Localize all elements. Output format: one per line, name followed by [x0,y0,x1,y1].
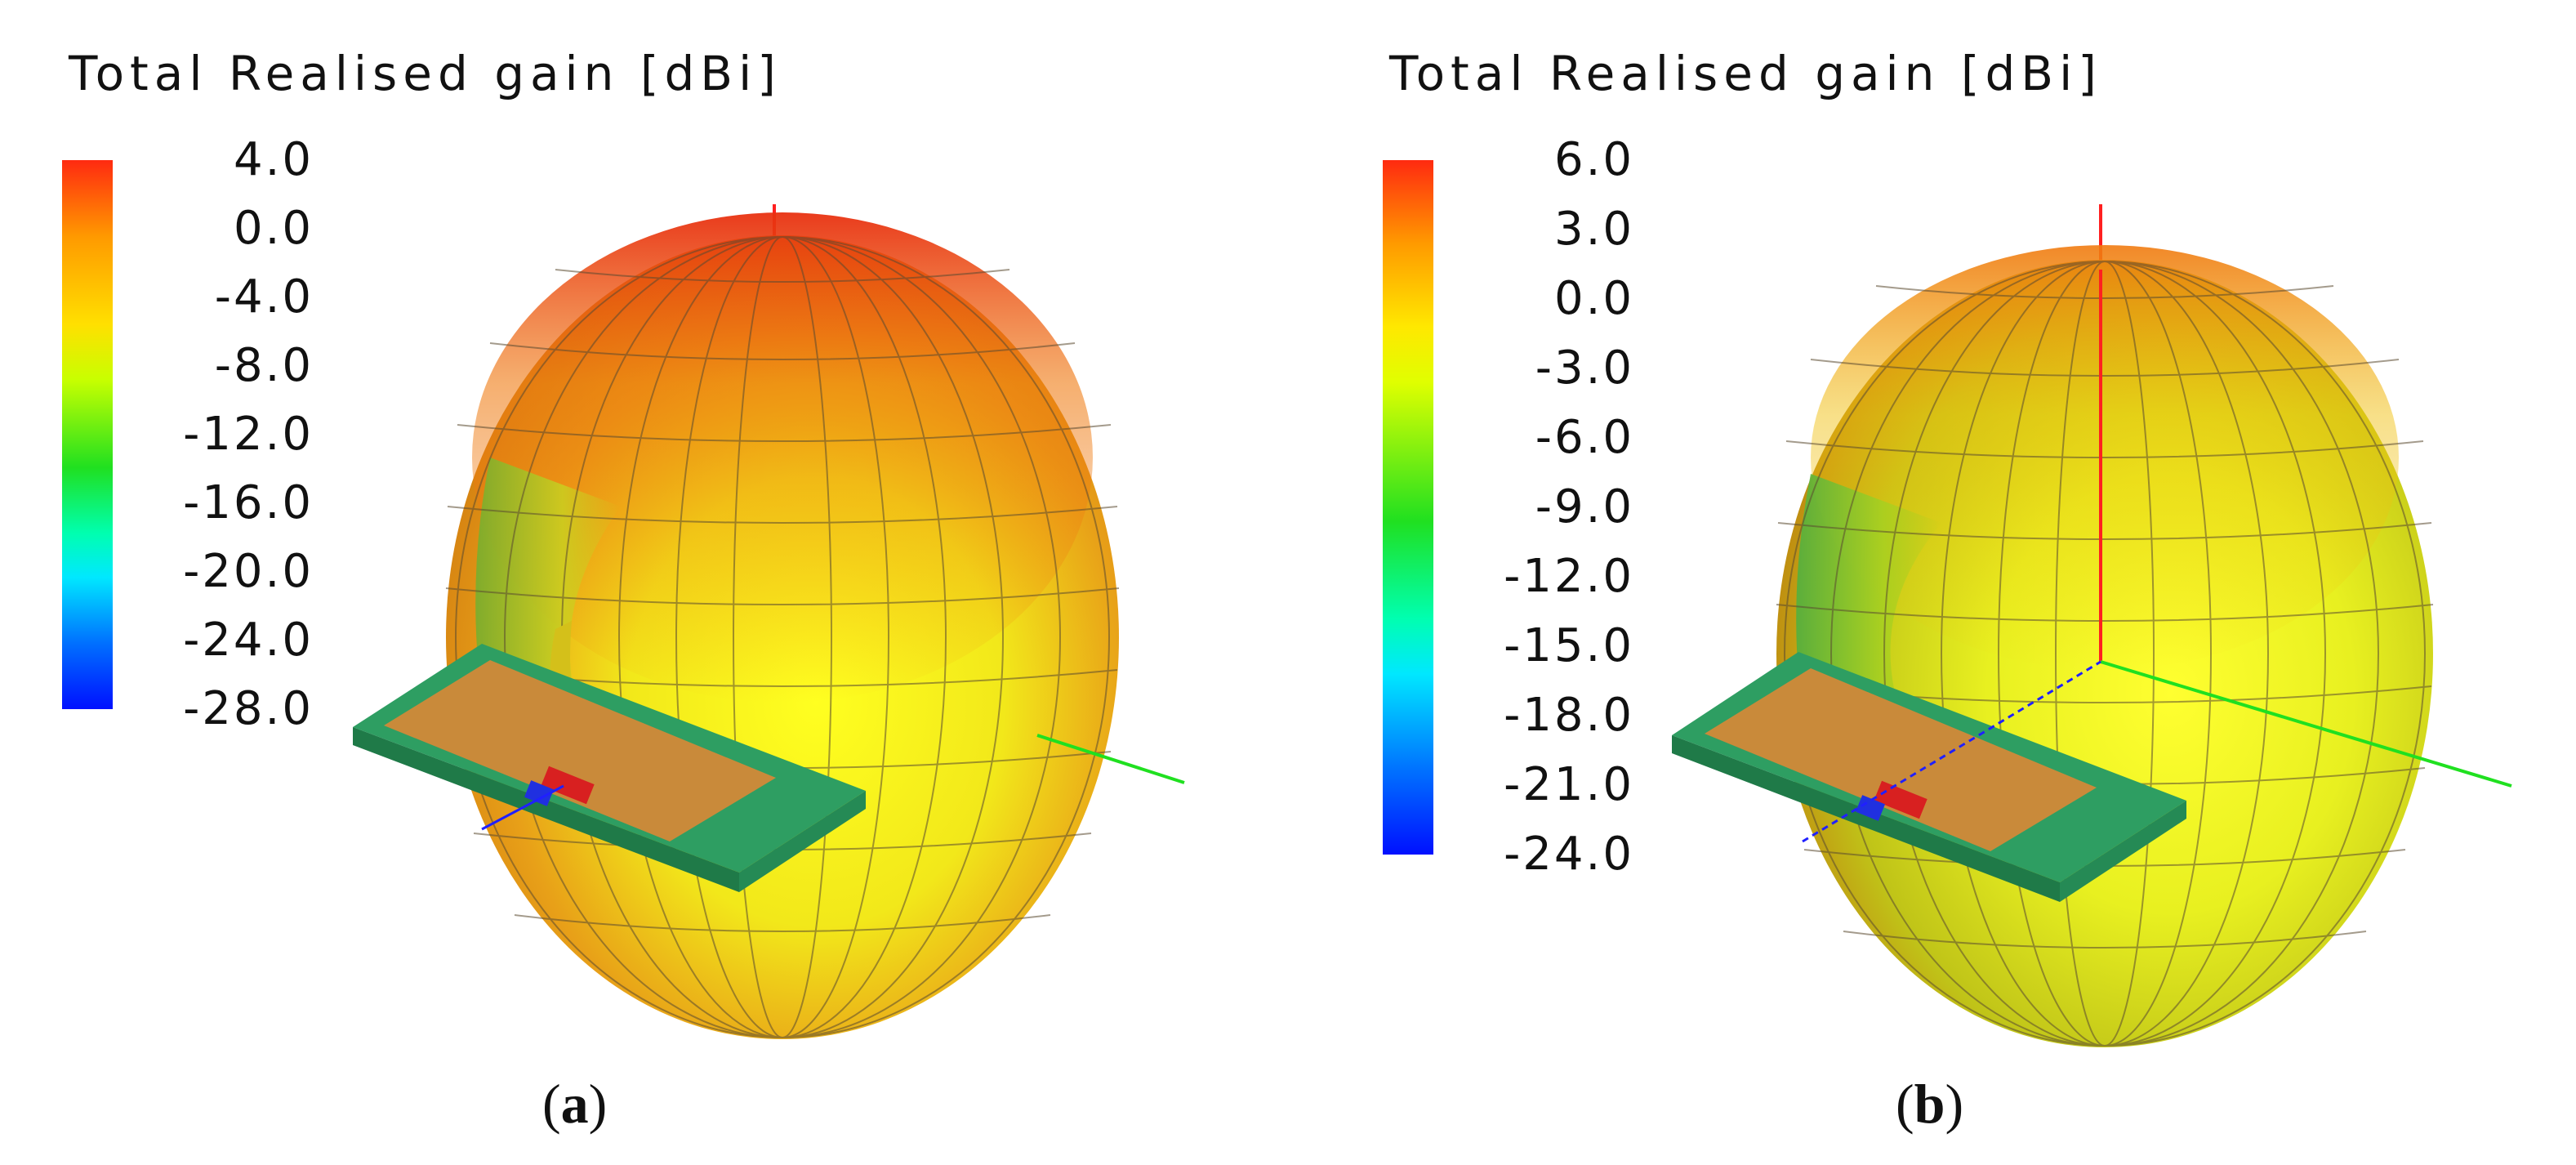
feed-port [541,766,595,805]
colorbar-tick-label: -24.0 [1504,828,1634,881]
y-axis-line [2100,660,2512,788]
colorbar-tick-label: -8.0 [214,339,314,392]
feed-connector [524,780,555,806]
mesh-lines [445,236,1120,1038]
colorbar-tick-label: 6.0 [1553,133,1634,186]
colorbar-tick-label: 3.0 [1553,203,1634,256]
panel-caption-a: (a) [542,1073,608,1135]
antenna-board [353,644,866,892]
antenna-patch [384,660,776,841]
colorbar-tick-label: 0.0 [1553,272,1634,325]
colorbar-tick-label: -20.0 [183,545,314,598]
antenna-patch [1705,668,2097,851]
colorbar-tick-label: -12.0 [1504,550,1634,603]
colorbar-tick-label: -16.0 [183,476,314,529]
gain-pattern-render-a [353,204,1185,1039]
colorbar-tick-label: -4.0 [214,270,314,324]
colorbar-tick-label: 4.0 [233,133,314,186]
gain-lobe-top [472,212,1093,703]
colorbar-tick-label: -12.0 [183,408,314,461]
radiation-pattern-panel-a: Total Realised gain [dBi] 4.0 0.0 -4.0 -8.0… [62,46,1185,1135]
x-axis-line [1802,660,2101,843]
colorbar-title: Total Realised gain [dBi] [69,46,782,101]
colorbar-tick-label: -6.0 [1535,411,1634,464]
feed-port [1874,780,1928,819]
y-axis-line [1036,734,1185,784]
colorbar-title: Total Realised gain [dBi] [1389,46,2102,101]
feed-connector [1855,795,1886,821]
colorbar-b [1383,160,1433,855]
colorbar-tick-label: -21.0 [1504,758,1634,811]
colorbar-tick-label: 0.0 [233,202,314,255]
colorbar-tick-label: -28.0 [183,682,314,735]
antenna-board [1672,652,2186,902]
gain-pattern-render-b [1672,204,2512,1047]
colorbar-tick-label: -24.0 [183,614,314,667]
colorbar-tick-label: -15.0 [1504,619,1634,672]
colorbar-tick-label: -18.0 [1504,689,1634,742]
radiation-pattern-panel-b: Total Realised gain [dBi] 6.0 3.0 0.0 -3.0 -… [1288,0,2576,1165]
colorbar-tick-label: -3.0 [1535,341,1634,395]
colorbar-a [62,160,113,709]
panel-caption-b: (b) [1896,1073,1964,1135]
x-axis-line [481,784,564,831]
colorbar-tick-label: -9.0 [1535,480,1634,533]
